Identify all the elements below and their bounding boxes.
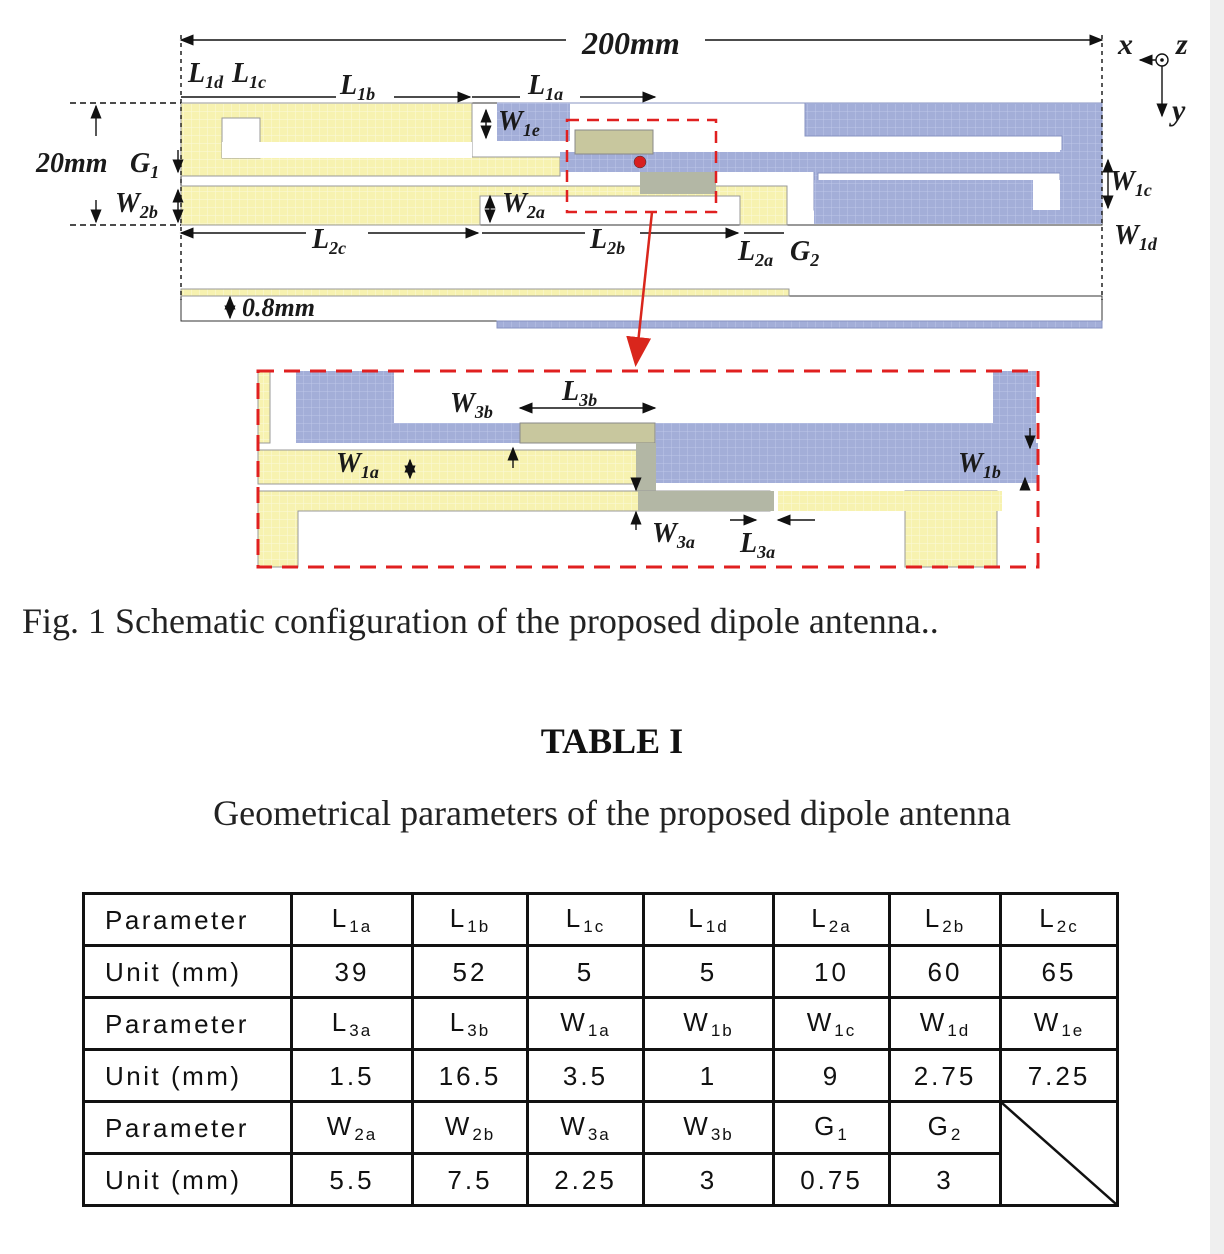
label-l1b: L1b — [339, 70, 375, 104]
row-header-unit: Unit (mm) — [82, 1152, 293, 1207]
row-header-parameter: Parameter — [82, 892, 293, 947]
label-g2: G2 — [790, 236, 819, 270]
label-g1: G1 — [130, 148, 159, 182]
param-value-cell: 16.5 — [411, 1048, 529, 1103]
figure-caption: Fig. 1 Schematic configuration of the pr… — [22, 601, 939, 641]
param-symbol-cell: W1d — [888, 996, 1002, 1051]
param-value-cell: 0.75 — [772, 1152, 891, 1207]
top-view — [180, 102, 1103, 226]
label-l1d: L1d — [187, 58, 224, 92]
label-l3b: L3b — [561, 376, 597, 410]
value-row: Unit (mm) 39 52 5 5 10 60 65 — [82, 944, 1119, 999]
label-w3a: W3a — [652, 518, 695, 552]
param-symbol-cell: L1c — [526, 892, 645, 947]
param-symbol-cell: W2a — [290, 1100, 414, 1155]
param-symbol-cell: G1 — [772, 1100, 891, 1155]
axis-x-label: x — [1117, 28, 1133, 61]
param-value-cell: 65 — [999, 944, 1119, 999]
param-symbol-cell: W3a — [526, 1100, 645, 1155]
param-symbol-cell: W2b — [411, 1100, 529, 1155]
label-l3a: L3a — [739, 528, 775, 562]
label-w2a: W2a — [502, 188, 545, 222]
param-symbol-cell: L2a — [772, 892, 891, 947]
param-value-cell: 7.5 — [411, 1152, 529, 1207]
param-value-cell: 39 — [290, 944, 414, 999]
param-value-cell: 5.5 — [290, 1152, 414, 1207]
param-row: Parameter L3a L3b W1a W1b W1c W1d W1e — [82, 996, 1119, 1051]
param-value-cell: 3 — [642, 1152, 775, 1207]
param-symbol-cell: G2 — [888, 1100, 1002, 1155]
antenna-schematic: 200mm L1d L1c L1b L1a W1e 20mm G1 W2b W2… — [35, 25, 1188, 569]
label-width-20mm: 20mm — [35, 148, 108, 179]
row-header-unit: Unit (mm) — [82, 944, 293, 999]
label-w1d: W1d — [1114, 220, 1158, 254]
feed-point — [633, 155, 647, 169]
param-symbol-cell: L1a — [290, 892, 414, 947]
param-symbol-cell: L2c — [999, 892, 1119, 947]
param-value-cell: 52 — [411, 944, 529, 999]
label-w1c: W1c — [1110, 166, 1152, 200]
param-symbol-cell: W1b — [642, 996, 775, 1051]
value-row: Unit (mm) 1.5 16.5 3.5 1 9 2.75 7.25 — [82, 1048, 1119, 1103]
page-edge — [1210, 0, 1224, 1254]
param-row: Parameter L1a L1b L1c L1d L2a L2b L2c — [82, 892, 1119, 947]
table-title: TABLE I — [540, 721, 684, 761]
label-w1a: W1a — [336, 448, 379, 482]
param-value-cell: 9 — [772, 1048, 891, 1103]
axis-z-label: z — [1175, 28, 1188, 61]
empty-diagonal-cell — [999, 1100, 1119, 1207]
label-w3b: W3b — [450, 388, 493, 422]
param-value-cell: 3 — [888, 1152, 1002, 1207]
label-l1c: L1c — [231, 58, 266, 92]
param-value-cell: 7.25 — [999, 1048, 1119, 1103]
param-value-cell: 1.5 — [290, 1048, 414, 1103]
zoomed-feed-view — [256, 369, 1040, 569]
param-symbol-cell: L1b — [411, 892, 529, 947]
param-symbol-cell: W1e — [999, 996, 1119, 1051]
table-subtitle: Geometrical parameters of the proposed d… — [213, 793, 1011, 833]
top-arm-lower — [180, 185, 788, 226]
param-symbol-cell: L1d — [642, 892, 775, 947]
param-value-cell: 1 — [642, 1048, 775, 1103]
label-w2b: W2b — [115, 188, 158, 222]
param-value-cell: 10 — [772, 944, 891, 999]
param-value-cell: 3.5 — [526, 1048, 645, 1103]
label-l2b: L2b — [589, 224, 625, 258]
label-overall-length: 200mm — [581, 25, 680, 61]
label-w1b: W1b — [958, 448, 1001, 482]
param-value-cell: 5 — [526, 944, 645, 999]
param-symbol-cell: L3a — [290, 996, 414, 1051]
param-value-cell: 60 — [888, 944, 1002, 999]
param-symbol-cell: L3b — [411, 996, 529, 1051]
param-row: Parameter W2a W2b W3a W3b G1 G2 — [82, 1100, 1119, 1207]
param-value-cell: 2.25 — [526, 1152, 645, 1207]
parameter-table: Parameter L1a L1b L1c L1d L2a L2b L2c Unit (mm) 3… — [82, 892, 1119, 1207]
axis-y-label: y — [1169, 94, 1186, 127]
label-w1e: W1e — [498, 106, 540, 140]
label-l1a: L1a — [527, 70, 563, 104]
value-row: Unit (mm) 5.5 7.5 2.25 3 0.75 3 — [82, 1152, 1118, 1207]
label-thickness: 0.8mm — [242, 293, 315, 322]
label-l2a: L2a — [737, 236, 773, 270]
param-symbol-cell: W1c — [772, 996, 891, 1051]
param-symbol-cell: L2b — [888, 892, 1002, 947]
param-value-cell: 5 — [642, 944, 775, 999]
row-header-unit: Unit (mm) — [82, 1048, 293, 1103]
param-symbol-cell: W3b — [642, 1100, 775, 1155]
row-header-parameter: Parameter — [82, 996, 293, 1051]
label-l2c: L2c — [311, 224, 346, 258]
row-header-parameter: Parameter — [82, 1100, 293, 1155]
param-symbol-cell: W1a — [526, 996, 645, 1051]
param-value-cell: 2.75 — [888, 1048, 1002, 1103]
